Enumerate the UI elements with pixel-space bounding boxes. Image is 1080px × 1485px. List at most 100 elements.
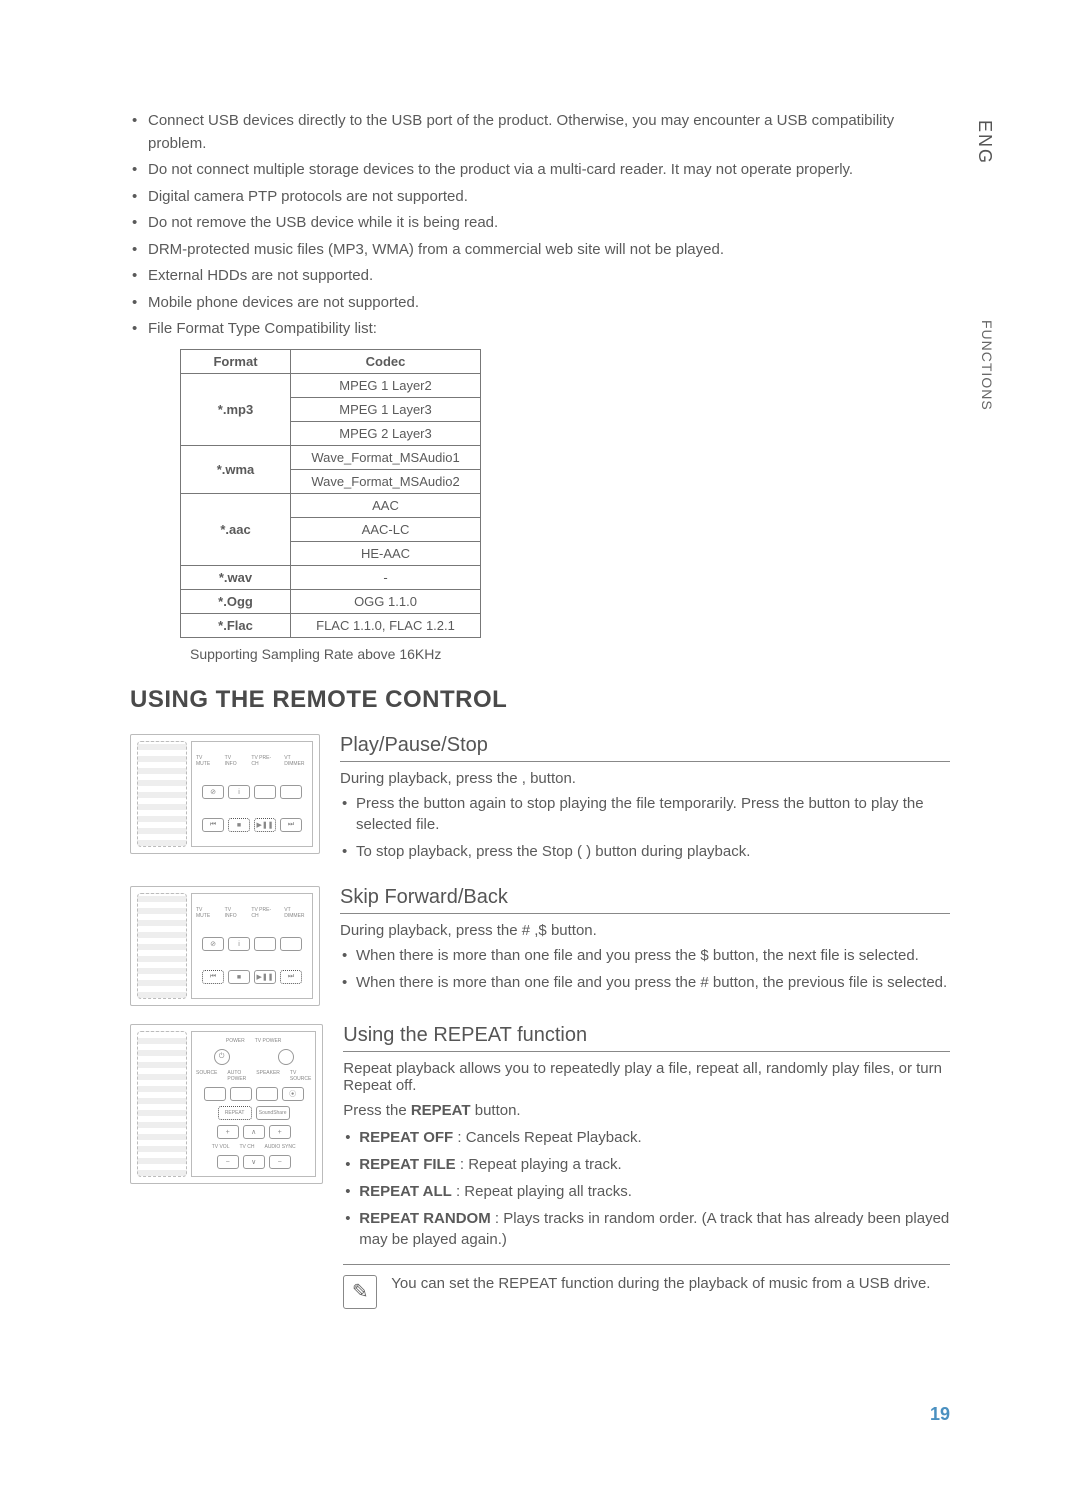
lbl: POWER <box>226 1038 245 1044</box>
mini-btn: ⦿ <box>282 1087 304 1101</box>
page-number: 19 <box>930 1404 950 1425</box>
bullet: Digital camera PTP protocols are not sup… <box>130 186 950 209</box>
lbl: SOURCE <box>196 1070 217 1082</box>
repeat-title: Using the REPEAT function <box>343 1024 950 1047</box>
mini-btn <box>254 937 276 951</box>
next-btn: ⏭ <box>280 970 302 984</box>
lbl: TV MUTE <box>196 907 215 919</box>
play-b1: Press the button again to stop playing t… <box>340 793 950 835</box>
mini-btn: ⊘ <box>202 937 224 951</box>
repeat-all: REPEAT ALL : Repeat playing all tracks. <box>343 1181 950 1202</box>
note-icon: ✎ <box>343 1275 377 1309</box>
codec: MPEG 1 Layer3 <box>291 397 481 421</box>
remote-mini <box>137 1031 187 1177</box>
codec: HE-AAC <box>291 541 481 565</box>
th-format: Format <box>181 349 291 373</box>
remote-diagram-skip: TV MUTE TV INFO TV PRE-CH VT DIMMER ⊘ i … <box>130 886 320 1006</box>
desc: : Repeat playing all tracks. <box>452 1183 632 1200</box>
lbl: TV INFO <box>225 907 242 919</box>
vol-up: + <box>217 1125 239 1139</box>
repeat-off: REPEAT OFF : Cancels Repeat Playback. <box>343 1127 950 1148</box>
codec: MPEG 2 Layer3 <box>291 421 481 445</box>
lbl: TV PRE-CH <box>251 907 274 919</box>
bullet: Do not connect multiple storage devices … <box>130 159 950 182</box>
mini-btn: ⊘ <box>202 785 224 799</box>
compat-table: Format Codec *.mp3 MPEG 1 Layer2 MPEG 1 … <box>180 349 481 638</box>
prev-btn: ⏮ <box>202 970 224 984</box>
lbl: REPEAT FILE <box>359 1156 455 1173</box>
lbl: REPEAT ALL <box>359 1183 452 1200</box>
fmt-wma: *.wma <box>181 445 291 493</box>
playpause-btn: ▶❚❚ <box>254 970 276 984</box>
vol-dn: − <box>217 1155 239 1169</box>
lbl: TV PRE-CH <box>251 755 274 767</box>
skip-b1: When there is more than one file and you… <box>340 945 950 966</box>
rule <box>340 913 950 914</box>
remote-zoom: TV MUTE TV INFO TV PRE-CH VT DIMMER ⊘ i … <box>191 741 313 847</box>
repeat-line2: Press the REPEAT button. <box>343 1102 950 1119</box>
prev-btn: ⏮ <box>202 818 224 832</box>
mini-btn <box>230 1087 252 1101</box>
mini-btn <box>256 1087 278 1101</box>
soundshare-btn: SoundShare <box>256 1106 290 1120</box>
remote-diagram-repeat: POWER TV POWER ⏻ SOURCE AUTO POWER SPEAK… <box>130 1024 323 1184</box>
lbl: VT DIMMER <box>284 907 308 919</box>
repeat-line1: Repeat playback allows you to repeatedly… <box>343 1060 950 1094</box>
repeat-file: REPEAT FILE : Repeat playing a track. <box>343 1154 950 1175</box>
play-b2: To stop playback, press the Stop ( ) but… <box>340 841 950 862</box>
codec: AAC <box>291 493 481 517</box>
stop-btn: ■ <box>228 818 250 832</box>
codec: FLAC 1.1.0, FLAC 1.2.1 <box>291 613 481 637</box>
ch-up: ∧ <box>243 1125 265 1139</box>
lbl: AUDIO SYNC <box>264 1144 295 1150</box>
side-lang-label: ENG <box>974 120 995 165</box>
lbl: REPEAT RANDOM <box>359 1210 490 1227</box>
stop-btn: ■ <box>228 970 250 984</box>
lbl: TV VOL <box>212 1144 230 1150</box>
mini-btn: i <box>228 937 250 951</box>
repeat-bold: REPEAT <box>411 1102 471 1119</box>
th-codec: Codec <box>291 349 481 373</box>
mini-btn: i <box>228 785 250 799</box>
bullet: External HDDs are not supported. <box>130 265 950 288</box>
repeat-note: You can set the REPEAT function during t… <box>391 1275 950 1292</box>
lbl: TV SOURCE <box>290 1070 311 1082</box>
txt: Press the <box>343 1102 411 1119</box>
ch-dn: ∨ <box>243 1155 265 1169</box>
skip-b2: When there is more than one file and you… <box>340 972 950 993</box>
tvpower-icon <box>278 1049 294 1065</box>
mini-btn <box>254 785 276 799</box>
mini-btn <box>280 785 302 799</box>
lbl: VT DIMMER <box>284 755 308 767</box>
side-section-label: FUNCTIONS <box>979 320 995 411</box>
lbl: REPEAT OFF <box>359 1129 453 1146</box>
repeat-random: REPEAT RANDOM : Plays tracks in random o… <box>343 1208 950 1250</box>
mini-btn <box>204 1087 226 1101</box>
skip-line1: During playback, press the # ,$ button. <box>340 922 950 939</box>
rule <box>340 761 950 762</box>
codec: OGG 1.1.0 <box>291 589 481 613</box>
lbl: TV POWER <box>255 1038 282 1044</box>
table-note: Supporting Sampling Rate above 16KHz <box>190 646 950 662</box>
repeat-btn: REPEAT <box>218 1106 252 1120</box>
sync-up: + <box>269 1125 291 1139</box>
bullet: Connect USB devices directly to the USB … <box>130 110 950 155</box>
playpause-btn: ▶❚❚ <box>254 818 276 832</box>
fmt-ogg: *.Ogg <box>181 589 291 613</box>
skip-title: Skip Forward/Back <box>340 886 950 909</box>
play-line1: During playback, press the , button. <box>340 770 950 787</box>
remote-mini <box>137 741 187 847</box>
rule <box>343 1051 950 1052</box>
txt: button. <box>471 1102 521 1119</box>
codec: - <box>291 565 481 589</box>
mini-btn <box>280 937 302 951</box>
bullet: DRM-protected music files (MP3, WMA) fro… <box>130 239 950 262</box>
lbl: TV INFO <box>225 755 242 767</box>
next-btn: ⏭ <box>280 818 302 832</box>
sync-dn: − <box>269 1155 291 1169</box>
power-icon: ⏻ <box>214 1049 230 1065</box>
fmt-mp3: *.mp3 <box>181 373 291 445</box>
fmt-flac: *.Flac <box>181 613 291 637</box>
page-title: USING THE REMOTE CONTROL <box>130 686 950 714</box>
codec: AAC-LC <box>291 517 481 541</box>
